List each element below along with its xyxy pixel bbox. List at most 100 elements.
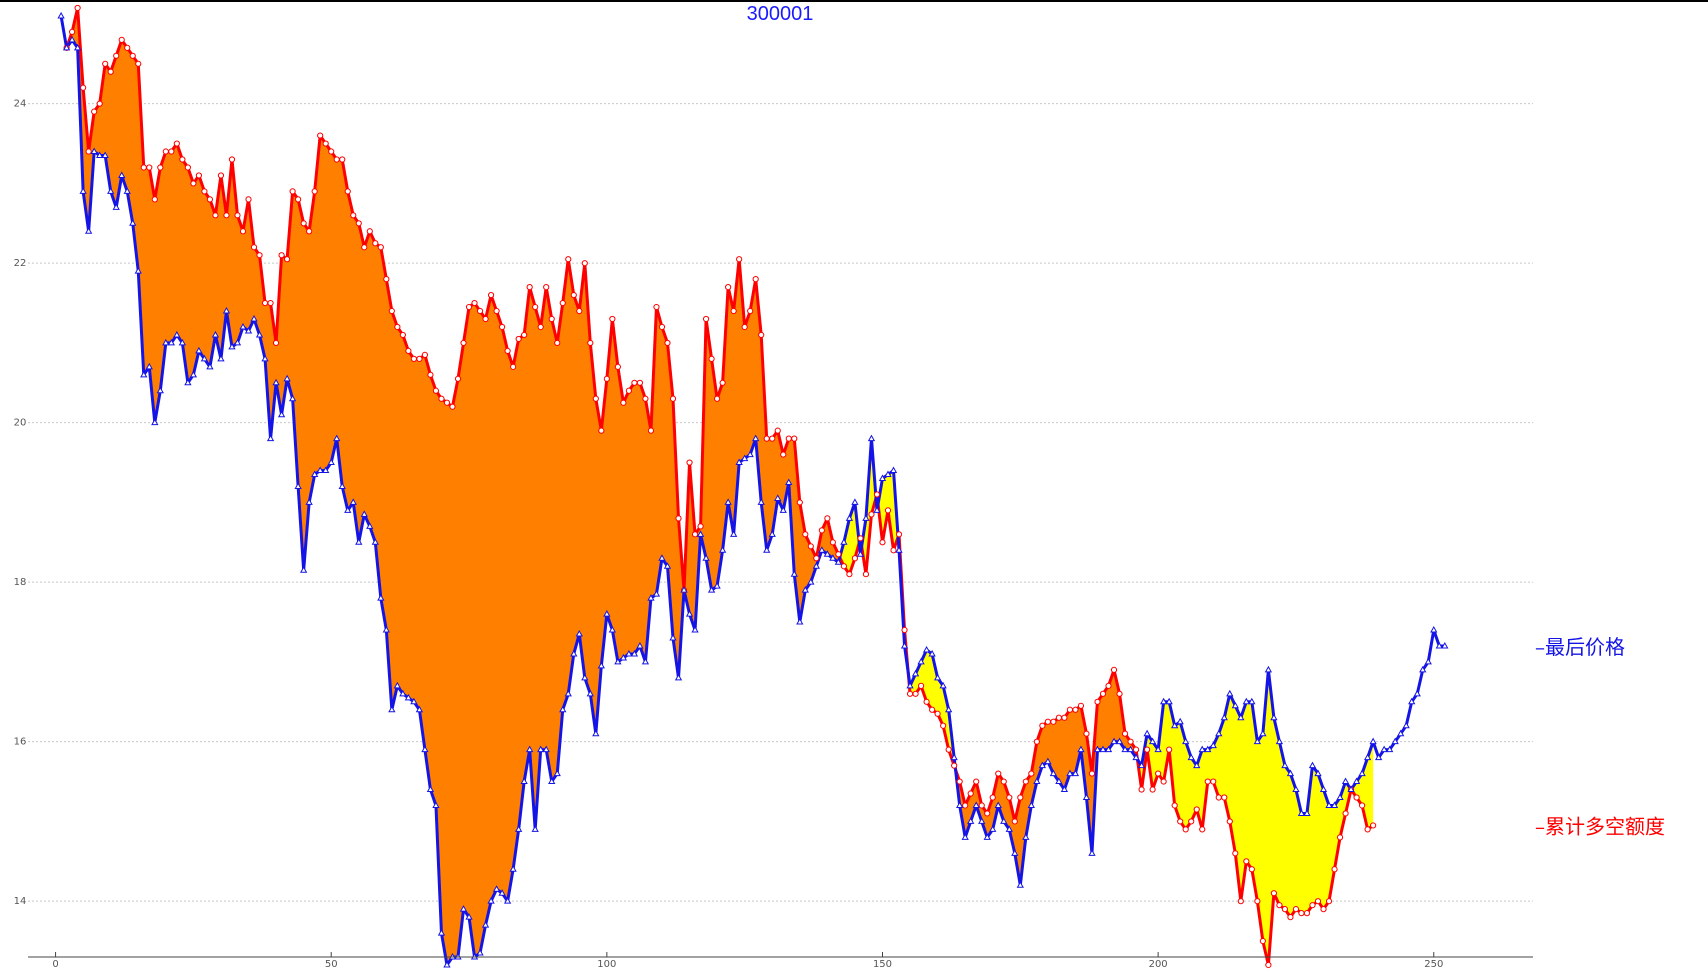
data-point	[520, 777, 528, 785]
data-point	[1430, 626, 1438, 633]
data-point	[410, 355, 417, 362]
data-point	[851, 498, 859, 505]
data-point	[989, 794, 996, 801]
legend: –最后价格 –累计多空额度	[1535, 635, 1665, 838]
data-point	[421, 745, 429, 753]
data-point	[1364, 826, 1371, 833]
data-point	[917, 657, 925, 665]
data-point	[415, 705, 424, 713]
data-point	[173, 140, 180, 147]
data-point	[140, 370, 148, 378]
data-point	[807, 543, 814, 550]
data-point	[377, 594, 385, 601]
data-point	[818, 527, 825, 534]
data-point	[708, 355, 715, 362]
data-point	[1226, 689, 1234, 697]
data-point	[459, 905, 468, 912]
data-point	[355, 538, 363, 545]
data-point	[636, 379, 644, 386]
data-point	[388, 307, 395, 315]
data-point	[1083, 730, 1090, 737]
data-point	[647, 594, 655, 601]
data-point	[90, 147, 98, 155]
data-point	[151, 418, 159, 426]
data-point	[383, 276, 390, 283]
data-point	[929, 706, 936, 713]
data-point	[978, 802, 985, 809]
data-point	[1182, 737, 1190, 745]
data-point	[1320, 906, 1327, 913]
data-point	[592, 395, 599, 402]
data-point	[686, 459, 693, 466]
data-point	[1215, 729, 1223, 737]
data-point	[1061, 714, 1068, 721]
data-point	[1253, 737, 1262, 745]
data-point	[928, 649, 936, 657]
data-point	[1347, 785, 1355, 793]
data-point	[714, 395, 721, 402]
data-point	[62, 43, 71, 51]
data-point	[1276, 902, 1283, 909]
fill-region-below	[861, 438, 877, 575]
data-point	[934, 710, 941, 717]
data-point	[619, 653, 628, 661]
data-point	[377, 244, 384, 251]
data-point	[1419, 665, 1427, 673]
data-point	[179, 156, 186, 163]
data-point	[967, 790, 974, 797]
data-point	[487, 291, 495, 299]
data-point	[261, 354, 269, 362]
data-point	[1155, 770, 1162, 777]
data-point	[581, 673, 589, 681]
data-point	[603, 610, 611, 617]
data-point	[576, 307, 583, 315]
data-point	[1330, 801, 1339, 808]
data-point	[1248, 697, 1256, 705]
data-point	[1028, 770, 1035, 777]
data-point	[84, 227, 93, 234]
data-point	[217, 172, 225, 179]
data-point	[1093, 745, 1102, 753]
data-point	[201, 188, 208, 195]
data-point	[840, 538, 848, 545]
data-point	[1088, 770, 1096, 777]
data-point	[1088, 849, 1096, 856]
data-point	[1066, 769, 1074, 777]
data-point	[1011, 818, 1018, 825]
data-point	[1386, 745, 1394, 753]
data-point	[1303, 910, 1311, 917]
data-point	[1270, 713, 1278, 721]
data-point	[350, 212, 357, 219]
data-point	[647, 427, 655, 434]
data-point	[344, 188, 351, 195]
data-point	[1226, 818, 1233, 825]
data-point	[564, 689, 572, 697]
data-point	[338, 482, 346, 489]
data-point	[443, 960, 451, 968]
data-point	[299, 566, 308, 573]
data-point	[741, 323, 748, 331]
data-point	[118, 36, 125, 43]
data-point	[80, 84, 87, 91]
data-point	[532, 303, 539, 311]
data-point	[697, 523, 704, 530]
data-point	[1022, 833, 1030, 840]
data-point	[366, 228, 373, 235]
data-point	[1154, 745, 1162, 753]
data-point	[878, 474, 887, 481]
data-point	[1259, 937, 1266, 945]
data-point	[1171, 721, 1179, 729]
data-point	[526, 745, 534, 753]
y-tick-label: 14	[14, 896, 27, 907]
data-point	[526, 284, 533, 291]
data-point	[884, 470, 892, 478]
data-point	[658, 554, 666, 561]
data-point	[1160, 778, 1167, 785]
data-point	[360, 510, 368, 517]
data-point	[1435, 641, 1443, 649]
data-point	[1033, 738, 1040, 745]
data-point	[399, 331, 406, 339]
data-point	[151, 196, 158, 203]
data-point	[652, 590, 661, 597]
data-point	[702, 315, 710, 323]
